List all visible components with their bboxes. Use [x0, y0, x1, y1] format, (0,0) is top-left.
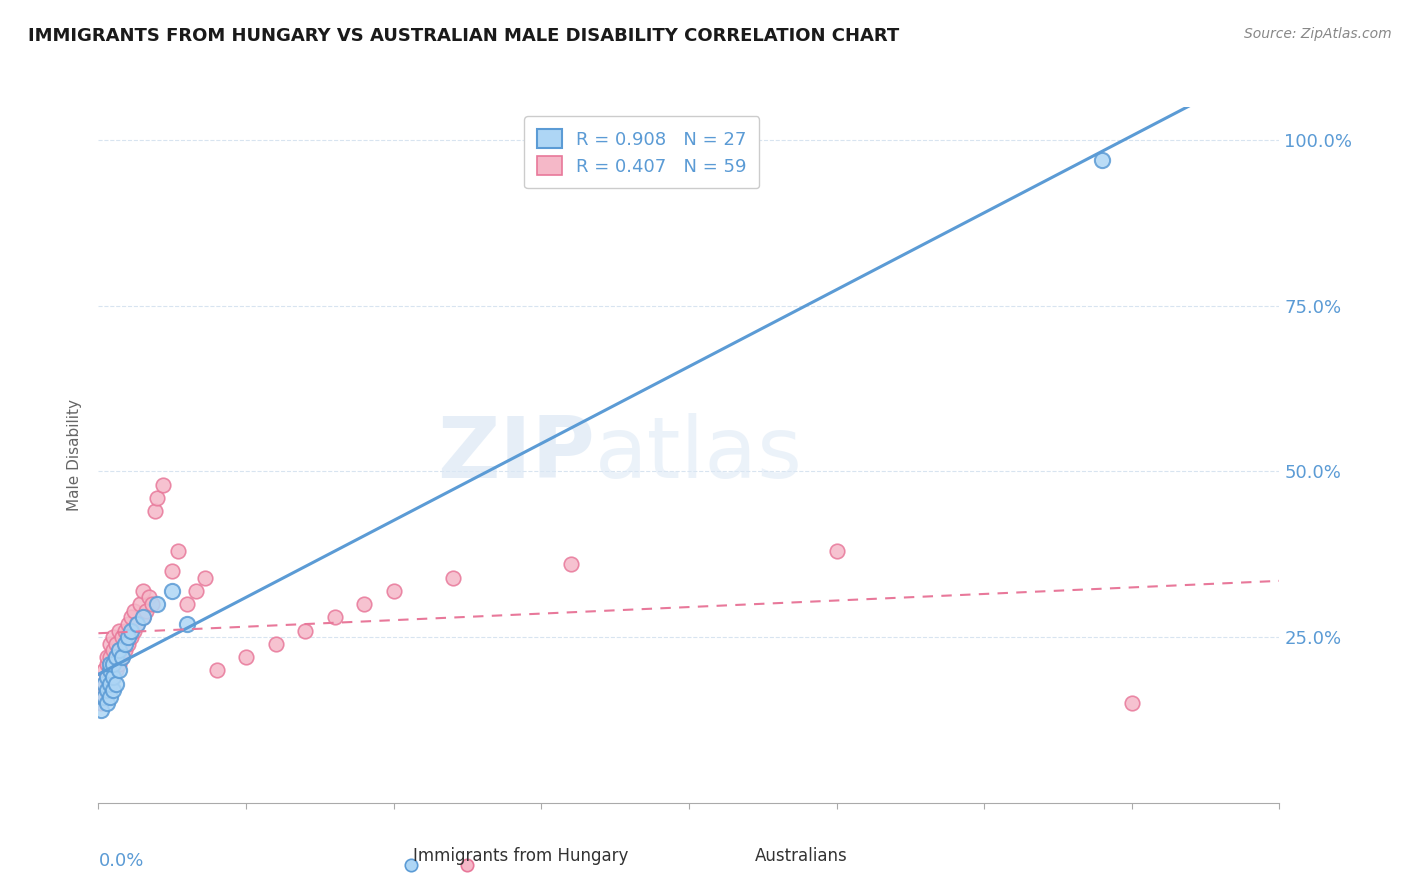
Point [103, 657, 125, 671]
Point [825, 544, 848, 558]
Point [105, 676, 128, 690]
Point [117, 616, 139, 631]
Point [111, 650, 134, 665]
Point [108, 624, 131, 638]
Point [90, 683, 112, 698]
Point [162, 564, 183, 578]
Point [114, 624, 136, 638]
Point [122, 604, 145, 618]
Point [93, 663, 115, 677]
Point [323, 610, 346, 624]
Point [90, 703, 112, 717]
Point [194, 570, 217, 584]
Point [103, 683, 125, 698]
Point [120, 630, 142, 644]
Point [108, 643, 131, 657]
Point [143, 504, 166, 518]
Point [103, 643, 125, 657]
Point [98, 676, 121, 690]
Point [560, 558, 582, 572]
Point [120, 624, 142, 638]
Point [96, 650, 118, 665]
Point [146, 597, 169, 611]
Point [162, 583, 183, 598]
Point [93, 690, 115, 704]
Point [456, 858, 478, 872]
Y-axis label: Male Disability: Male Disability [67, 399, 83, 511]
Point [125, 616, 148, 631]
Point [103, 630, 125, 644]
Point [98, 657, 121, 671]
Point [138, 591, 160, 605]
Point [294, 624, 316, 638]
Point [98, 676, 121, 690]
Point [96, 670, 118, 684]
Point [132, 583, 155, 598]
Point [399, 858, 422, 872]
Point [108, 663, 131, 677]
Point [105, 650, 128, 665]
Point [382, 583, 405, 598]
Point [353, 597, 375, 611]
Point [93, 676, 115, 690]
Point [135, 604, 157, 618]
Point [103, 670, 125, 684]
Point [132, 610, 155, 624]
Point [146, 491, 169, 505]
Point [114, 637, 136, 651]
Point [264, 637, 287, 651]
Point [108, 643, 131, 657]
Text: Australians: Australians [755, 847, 848, 865]
Point [184, 583, 207, 598]
Point [103, 657, 125, 671]
Point [93, 676, 115, 690]
Text: Immigrants from Hungary: Immigrants from Hungary [412, 847, 628, 865]
Point [96, 683, 118, 698]
Legend: R = 0.908   N = 27, R = 0.407   N = 59: R = 0.908 N = 27, R = 0.407 N = 59 [524, 116, 759, 188]
Point [117, 637, 139, 651]
Point [114, 643, 136, 657]
Point [98, 663, 121, 677]
Point [120, 610, 142, 624]
Point [235, 650, 257, 665]
Point [205, 663, 228, 677]
Text: IMMIGRANTS FROM HUNGARY VS AUSTRALIAN MALE DISABILITY CORRELATION CHART: IMMIGRANTS FROM HUNGARY VS AUSTRALIAN MA… [28, 27, 900, 45]
Point [98, 637, 121, 651]
Text: Source: ZipAtlas.com: Source: ZipAtlas.com [1244, 27, 1392, 41]
Point [96, 683, 118, 698]
Point [93, 690, 115, 704]
Point [1091, 153, 1114, 167]
Point [111, 630, 134, 644]
Point [98, 650, 121, 665]
Point [125, 616, 148, 631]
Point [98, 663, 121, 677]
Point [117, 630, 139, 644]
Point [105, 637, 128, 651]
Point [128, 597, 150, 611]
Point [441, 570, 464, 584]
Text: ZIP: ZIP [437, 413, 595, 497]
Point [96, 697, 118, 711]
Point [141, 597, 163, 611]
Point [108, 657, 131, 671]
Point [111, 650, 134, 665]
Point [105, 663, 128, 677]
Point [105, 650, 128, 665]
Point [103, 670, 125, 684]
Point [96, 657, 118, 671]
Point [1121, 697, 1143, 711]
Text: atlas: atlas [595, 413, 803, 497]
Point [132, 610, 155, 624]
Point [176, 597, 198, 611]
Point [96, 670, 118, 684]
Point [122, 624, 145, 638]
Point [98, 690, 121, 704]
Point [90, 697, 112, 711]
Point [176, 616, 198, 631]
Text: 0.0%: 0.0% [98, 852, 143, 870]
Point [152, 477, 174, 491]
Point [167, 544, 190, 558]
